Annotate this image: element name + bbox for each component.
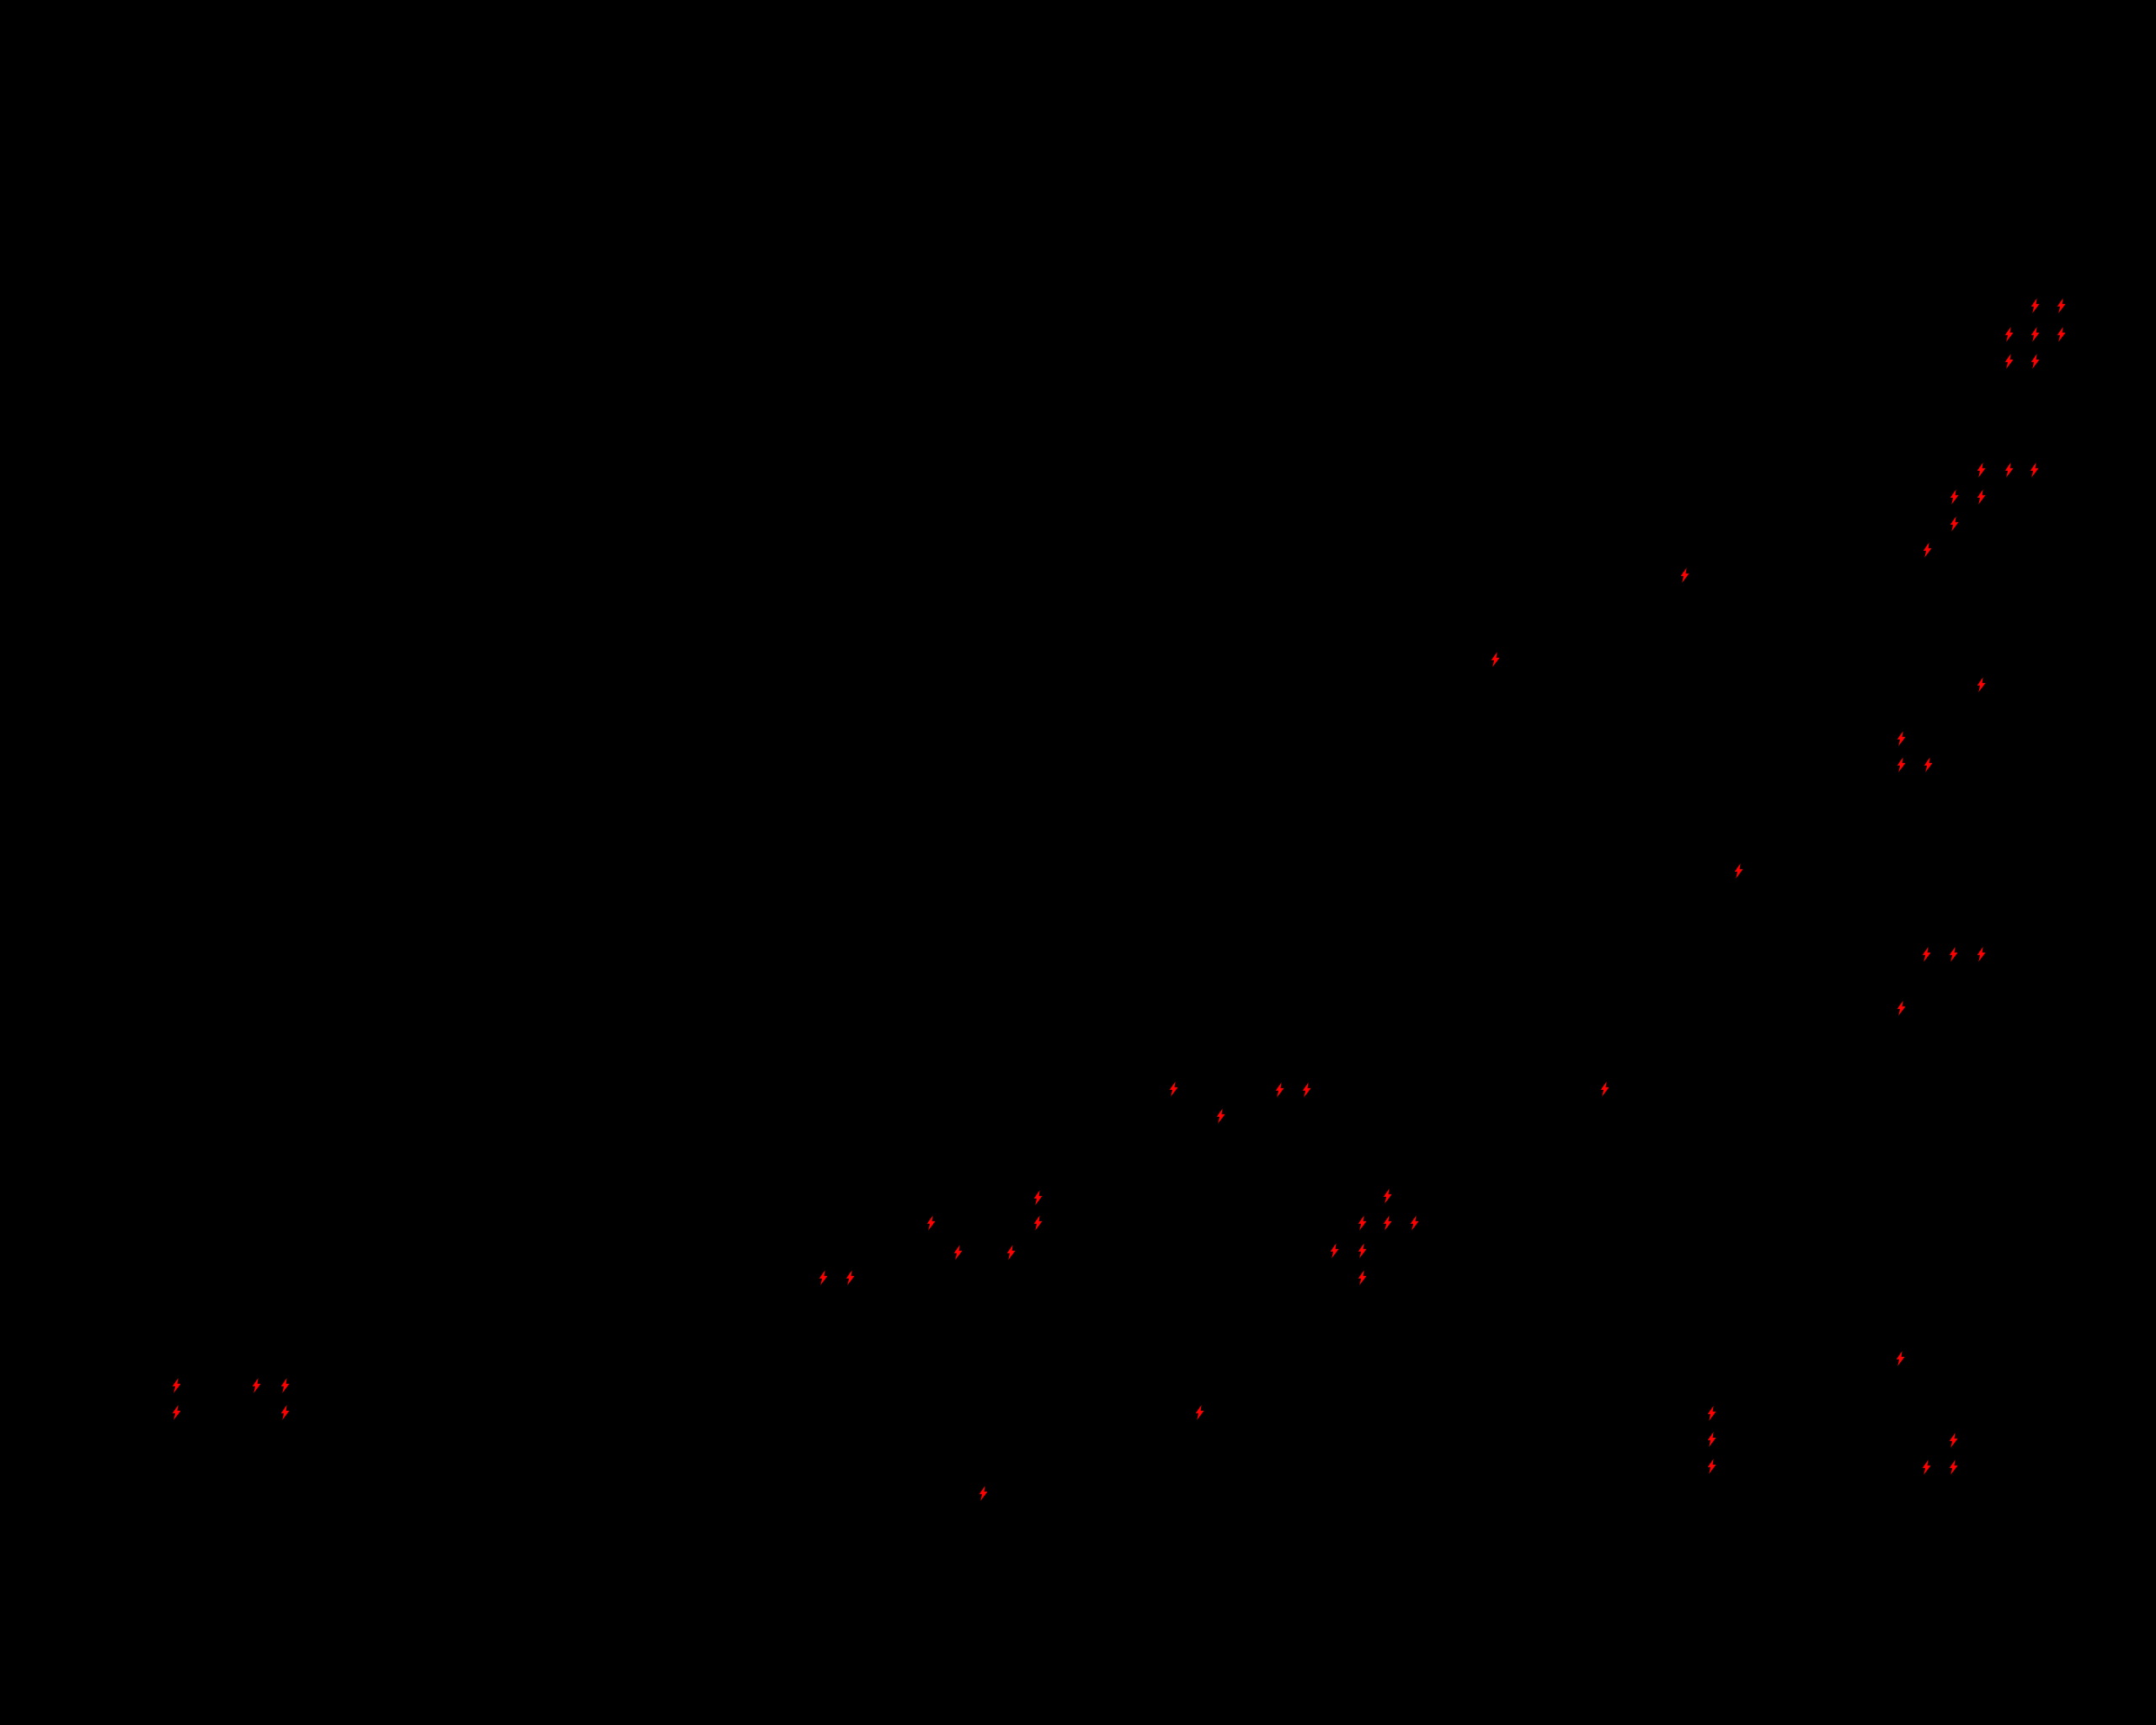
lightning-bolt-icon	[2021, 321, 2048, 348]
lightning-bolt-icon	[1481, 646, 1508, 673]
lightning-bolt-icon	[1374, 1210, 1401, 1236]
lightning-bolt-icon	[2047, 321, 2074, 348]
lightning-bolt-icon	[1913, 1454, 1940, 1481]
lightning-bolt-icon	[271, 1399, 298, 1426]
lightning-bolt-icon	[1940, 941, 1967, 968]
lightning-bolt-icon	[1967, 941, 1994, 968]
lightning-bolt-icon	[1725, 857, 1752, 884]
lightning-bolt-icon	[2021, 348, 2048, 375]
lightning-bolt-icon	[917, 1210, 944, 1236]
lightning-bolt-icon	[1967, 457, 1994, 483]
lightning-bolt-icon	[1698, 1426, 1725, 1453]
lightning-bolt-icon	[969, 1480, 996, 1507]
lightning-bolt-icon	[1671, 562, 1698, 589]
lightning-bolt-icon	[163, 1399, 189, 1426]
lightning-bolt-icon	[1024, 1184, 1051, 1211]
lightning-bolt-icon	[1293, 1076, 1320, 1103]
lightning-bolt-icon	[1940, 483, 1967, 510]
lightning-bolt-icon	[271, 1372, 298, 1399]
lightning-bolt-icon	[1886, 1345, 1913, 1372]
lightning-bolt-icon	[243, 1372, 270, 1399]
lightning-bolt-icon	[1348, 1237, 1375, 1264]
lightning-bolt-icon	[1591, 1076, 1618, 1103]
lightning-bolt-icon	[1186, 1399, 1213, 1426]
lightning-bolt-icon	[1374, 1183, 1401, 1210]
lightning-bolt-icon	[1887, 725, 1914, 752]
lightning-bolt-icon	[1940, 1427, 1967, 1454]
lightning-bolt-icon	[1995, 457, 2022, 483]
lightning-bolt-icon	[1348, 1264, 1375, 1291]
lightning-bolt-icon	[809, 1264, 836, 1291]
lightning-bolt-icon	[1207, 1103, 1234, 1130]
lightning-bolt-icon	[1940, 1454, 1967, 1481]
lightning-bolt-icon	[997, 1239, 1024, 1266]
lightning-bolt-icon	[1913, 537, 1940, 563]
lightning-bolt-icon	[1887, 995, 1914, 1022]
lightning-bolt-icon	[2020, 457, 2047, 483]
lightning-bolt-icon	[1266, 1076, 1293, 1103]
lightning-bolt-icon	[2047, 292, 2074, 319]
lightning-bolt-icon	[1913, 941, 1940, 968]
lightning-bolt-icon	[1160, 1076, 1187, 1103]
lightning-bolt-icon	[1995, 321, 2022, 348]
lightning-bolt-icon	[1024, 1210, 1051, 1236]
lightning-bolt-icon	[1401, 1210, 1428, 1236]
lightning-bolt-icon	[1967, 483, 1994, 510]
lightning-bolt-icon	[1698, 1453, 1725, 1480]
lightning-bolt-icon	[1940, 510, 1967, 537]
lightning-bolt-icon	[944, 1239, 971, 1266]
lightning-bolt-icon	[1348, 1210, 1375, 1236]
lightning-bolt-icon	[1914, 751, 1941, 778]
lightning-bolt-icon	[1887, 751, 1914, 778]
lightning-bolt-icon	[1321, 1237, 1348, 1264]
lightning-bolt-icon	[163, 1372, 189, 1399]
lightning-bolt-icon	[836, 1264, 863, 1291]
lightning-bolt-icon	[1995, 348, 2022, 375]
lightning-bolt-icon	[1698, 1400, 1725, 1427]
lightning-bolt-icon	[1967, 671, 1994, 698]
lightning-bolt-icon	[2021, 292, 2048, 319]
